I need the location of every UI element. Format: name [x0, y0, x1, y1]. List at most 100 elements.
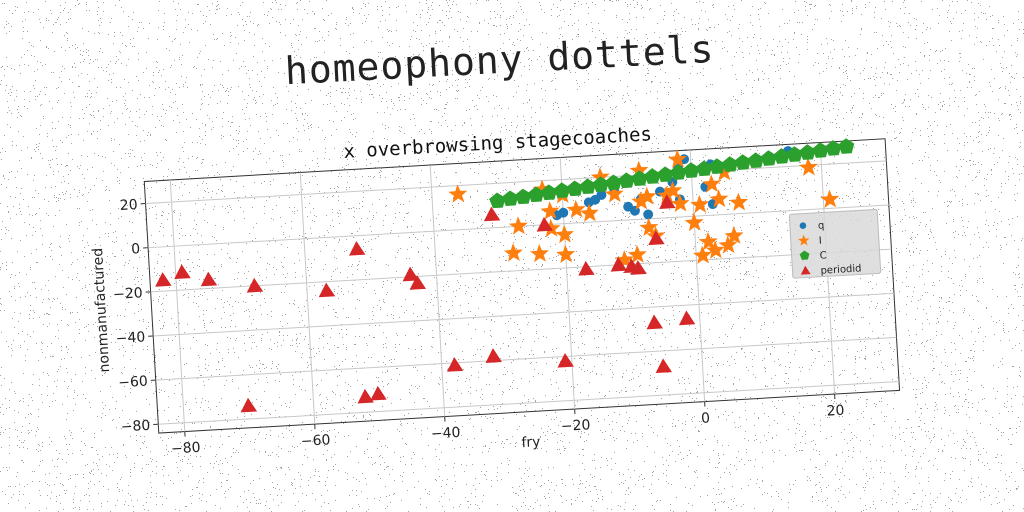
- point-I: [663, 180, 683, 200]
- x-tick-label: 20: [826, 403, 845, 420]
- point-periodid: [646, 314, 663, 330]
- x-tick-label: −20: [560, 417, 590, 435]
- x-tick-label: −80: [171, 440, 201, 458]
- x-grid-line: [169, 179, 186, 432]
- x-tick-label: −40: [430, 425, 460, 443]
- point-C: [683, 162, 700, 178]
- point-I: [667, 149, 687, 168]
- point-q: [583, 197, 594, 208]
- legend-label-periodid: periodid: [820, 263, 862, 276]
- x-grid-line: [559, 157, 576, 410]
- point-C: [747, 152, 764, 169]
- point-periodid: [610, 256, 628, 272]
- legend-label-C: C: [819, 250, 827, 261]
- y-tick-label: −60: [118, 374, 148, 392]
- point-periodid: [446, 357, 464, 372]
- point-C: [708, 158, 726, 174]
- legend-marker-C: [799, 250, 810, 260]
- point-periodid: [348, 240, 366, 256]
- point-C: [721, 156, 739, 172]
- point-C: [838, 138, 855, 154]
- point-I: [690, 194, 710, 214]
- point-C: [566, 180, 583, 197]
- point-periodid: [536, 216, 554, 232]
- point-periodid: [655, 358, 673, 374]
- point-C: [527, 186, 545, 203]
- y-tick-label: 0: [131, 241, 141, 257]
- legend-label-I: I: [819, 236, 823, 247]
- point-C: [502, 190, 519, 207]
- point-I: [693, 245, 713, 264]
- point-I: [604, 184, 624, 203]
- point-C: [799, 144, 816, 160]
- chart-marks: [155, 138, 855, 413]
- point-I: [508, 216, 528, 235]
- point-C: [592, 176, 609, 192]
- point-C: [760, 150, 777, 166]
- point-I: [627, 244, 647, 264]
- point-periodid: [357, 388, 374, 404]
- y-tick-label: 20: [119, 197, 138, 214]
- legend-label-q: q: [818, 220, 825, 231]
- y-grid-line: [150, 248, 892, 293]
- point-periodid: [557, 352, 574, 368]
- point-I: [503, 243, 523, 262]
- point-periodid: [246, 277, 264, 293]
- series-periodid: [155, 194, 696, 413]
- point-periodid: [409, 275, 427, 290]
- series-I: [448, 149, 840, 269]
- grid: [145, 142, 900, 432]
- y-grid-line: [155, 336, 897, 381]
- plot-area: [143, 138, 901, 434]
- point-periodid: [483, 206, 501, 222]
- x-grid-line: [689, 149, 706, 402]
- point-I: [579, 203, 599, 222]
- axis-ticks: −80 −60 −40 −20 0 20 −80 −60 −40 −20 0 20: [113, 197, 845, 458]
- y-grid-line: [145, 160, 887, 205]
- point-periodid: [630, 260, 647, 275]
- point-periodid: [402, 266, 420, 282]
- point-periodid: [659, 194, 676, 209]
- point-I: [631, 191, 651, 210]
- point-C: [644, 168, 661, 184]
- point-I: [729, 192, 749, 212]
- point-I: [639, 217, 659, 237]
- x-grid-line: [299, 172, 316, 425]
- y-grid-line: [153, 292, 894, 337]
- point-C: [515, 188, 532, 205]
- point-I: [556, 244, 576, 264]
- point-periodid: [174, 264, 191, 280]
- legend-marker-I: [797, 234, 810, 246]
- point-I: [637, 186, 657, 206]
- legend-marker-periodid: [800, 265, 811, 275]
- legend-box: [788, 208, 882, 279]
- point-C: [605, 174, 622, 191]
- x-axis-label: fry: [521, 434, 541, 451]
- point-I: [540, 201, 560, 220]
- point-I: [709, 189, 729, 208]
- point-periodid: [678, 310, 696, 326]
- point-C: [734, 154, 751, 170]
- point-periodid: [370, 385, 387, 401]
- point-C: [489, 192, 506, 209]
- point-C: [773, 148, 790, 164]
- point-I: [684, 212, 704, 232]
- point-C: [618, 172, 635, 189]
- point-I: [798, 157, 818, 176]
- point-I: [448, 184, 468, 203]
- x-tick-label: −60: [301, 432, 331, 450]
- point-I: [529, 243, 549, 263]
- point-periodid: [318, 282, 336, 298]
- point-C: [657, 166, 674, 183]
- series-C: [489, 138, 855, 209]
- point-C: [786, 146, 803, 162]
- point-C: [631, 170, 648, 186]
- y-grid-line: [158, 381, 900, 425]
- y-axis-label: nonmanufactured: [90, 247, 113, 373]
- point-C: [696, 160, 713, 177]
- point-I: [702, 174, 721, 193]
- point-periodid: [578, 260, 595, 276]
